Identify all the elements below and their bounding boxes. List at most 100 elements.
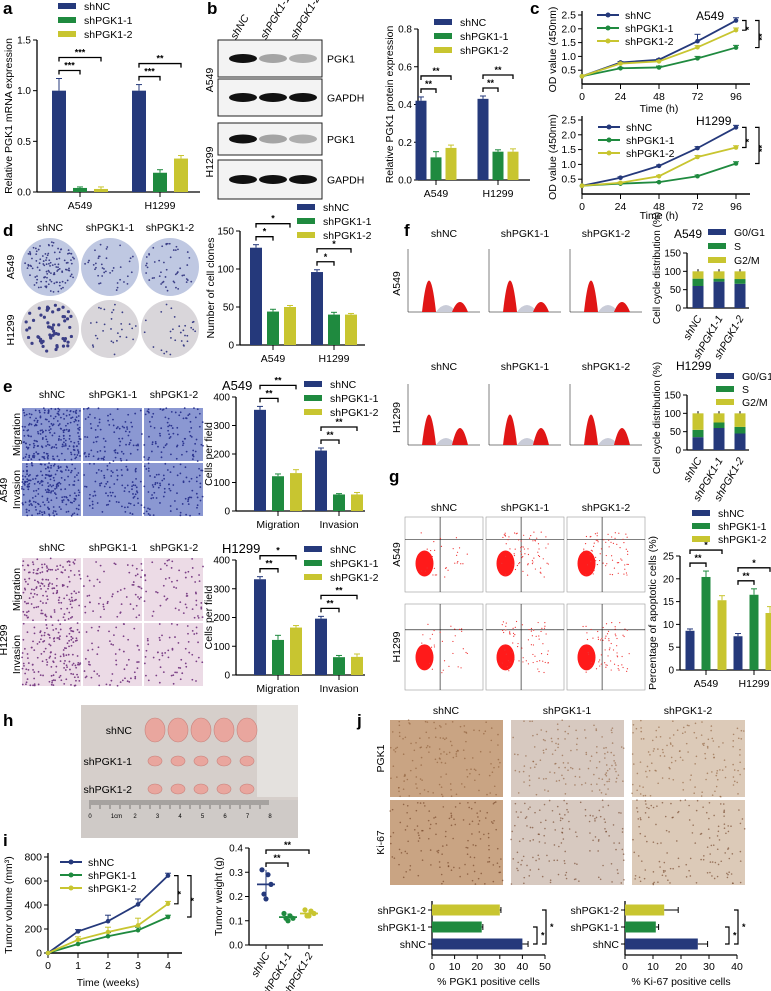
- stained-cell: [450, 812, 452, 815]
- cell: [169, 510, 172, 512]
- stained-cell: [492, 880, 495, 883]
- stained-cell: [637, 855, 640, 857]
- significance-bracket: [482, 87, 499, 93]
- cell: [191, 629, 194, 632]
- cell: [33, 452, 35, 455]
- cell: [198, 574, 200, 576]
- stained-cell: [723, 811, 725, 813]
- cell: [134, 469, 137, 471]
- colony: [42, 315, 46, 319]
- cell: [195, 604, 198, 606]
- event: [590, 664, 592, 667]
- stained-cell: [424, 805, 426, 807]
- cell: [67, 510, 70, 513]
- cell: [92, 610, 94, 613]
- event: [539, 571, 541, 573]
- cell: [40, 653, 43, 655]
- bar-H1299-shPGK1-1: [492, 151, 504, 180]
- cell: [160, 427, 163, 430]
- cell: [33, 455, 36, 457]
- stained-cell: [646, 776, 648, 778]
- stained-cell: [656, 842, 659, 845]
- stained-cell: [514, 802, 517, 805]
- legend-swatch: [692, 523, 710, 529]
- stained-cell: [622, 853, 625, 855]
- cell: [124, 487, 126, 489]
- event: [611, 622, 613, 624]
- event: [530, 644, 533, 646]
- cell: [42, 430, 45, 433]
- y-tick-label: 25: [663, 552, 675, 563]
- legend-swatch: [708, 229, 726, 235]
- cell: [21, 502, 24, 504]
- cell: [123, 587, 126, 590]
- stained-cell: [397, 787, 400, 789]
- cell: [41, 474, 44, 477]
- cell: [109, 684, 111, 686]
- colony: [57, 268, 60, 271]
- cell: [73, 676, 76, 679]
- cell: [189, 434, 192, 437]
- cell: [36, 558, 39, 561]
- y-tick-label: 400: [24, 900, 42, 912]
- significance-label: ***: [144, 67, 155, 77]
- tumor: [144, 717, 166, 743]
- event: [533, 557, 535, 559]
- colony: [39, 313, 43, 317]
- y-tick-label: 2.0: [561, 129, 576, 141]
- stained-cell: [398, 863, 400, 866]
- stained-cell: [390, 842, 392, 845]
- stained-cell: [648, 769, 651, 772]
- colony: [26, 267, 29, 270]
- stained-cell: [682, 789, 685, 791]
- cell: [60, 452, 63, 455]
- cell: [69, 421, 72, 424]
- stained-cell: [590, 755, 593, 757]
- stained-cell: [701, 791, 703, 794]
- cell: [21, 667, 24, 670]
- stained-cell: [557, 737, 559, 740]
- event: [611, 536, 613, 538]
- cell: [139, 480, 142, 483]
- colony: [43, 264, 46, 267]
- cell: [93, 462, 95, 465]
- stained-cell: [603, 818, 606, 820]
- stained-cell: [520, 863, 522, 866]
- colony: [42, 263, 45, 265]
- cell: [57, 424, 60, 427]
- cell: [46, 506, 49, 509]
- cell: [110, 470, 113, 472]
- stained-cell: [584, 814, 587, 817]
- colony: [174, 249, 177, 252]
- cell: [190, 496, 193, 499]
- point-shPGK1-1: [135, 927, 141, 933]
- stained-cell: [553, 859, 555, 862]
- stained-cell: [711, 861, 714, 863]
- stained-cell: [724, 852, 727, 854]
- cell-population: [415, 550, 434, 577]
- stained-cell: [639, 761, 642, 763]
- colony: [66, 310, 71, 314]
- cell: [49, 431, 51, 434]
- significance-label: **: [156, 54, 164, 64]
- event: [591, 550, 593, 552]
- stained-cell: [478, 773, 481, 776]
- cell: [33, 626, 36, 629]
- cell: [141, 569, 143, 572]
- event: [422, 634, 424, 636]
- event: [605, 623, 608, 625]
- cell: [28, 509, 30, 512]
- event: [597, 539, 599, 541]
- colony: [145, 272, 148, 274]
- event: [509, 633, 511, 635]
- stained-cell: [443, 738, 446, 741]
- cell: [46, 456, 49, 459]
- cell: [52, 637, 55, 640]
- stained-cell: [518, 840, 521, 843]
- y-tick-label: 0.6: [398, 62, 412, 73]
- colony: [63, 319, 67, 323]
- colony: [120, 322, 123, 325]
- colony: [65, 268, 68, 271]
- stained-cell: [640, 727, 642, 729]
